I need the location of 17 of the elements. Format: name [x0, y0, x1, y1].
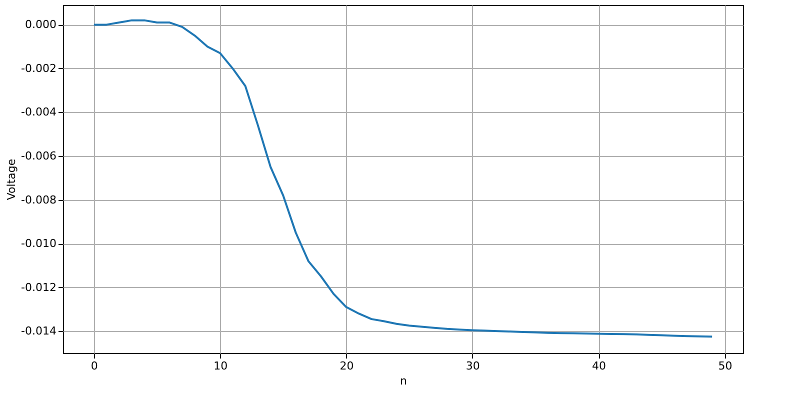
y-tick-label: -0.004 [21, 106, 56, 119]
line-series [92, 19, 714, 338]
x-axis-title: n [400, 374, 408, 388]
x-tick-label: 40 [592, 360, 606, 372]
y-tick-label: -0.006 [21, 150, 56, 163]
x-tick-label: 0 [90, 360, 98, 372]
x-tick-label: 10 [214, 360, 228, 372]
y-tick-label: -0.012 [21, 280, 56, 294]
y-tick-label: -0.014 [21, 324, 56, 338]
y-tick-label: -0.010 [21, 237, 56, 250]
x-tick-label: 30 [466, 360, 480, 372]
y-tick-label: -0.008 [21, 193, 56, 206]
y-tick-label: 0.000 [25, 18, 56, 32]
x-tick-label: 20 [340, 360, 354, 372]
x-tick-label: 50 [718, 360, 732, 372]
y-tick-label: -0.002 [21, 62, 56, 75]
y-axis-title: Voltage [5, 158, 18, 200]
